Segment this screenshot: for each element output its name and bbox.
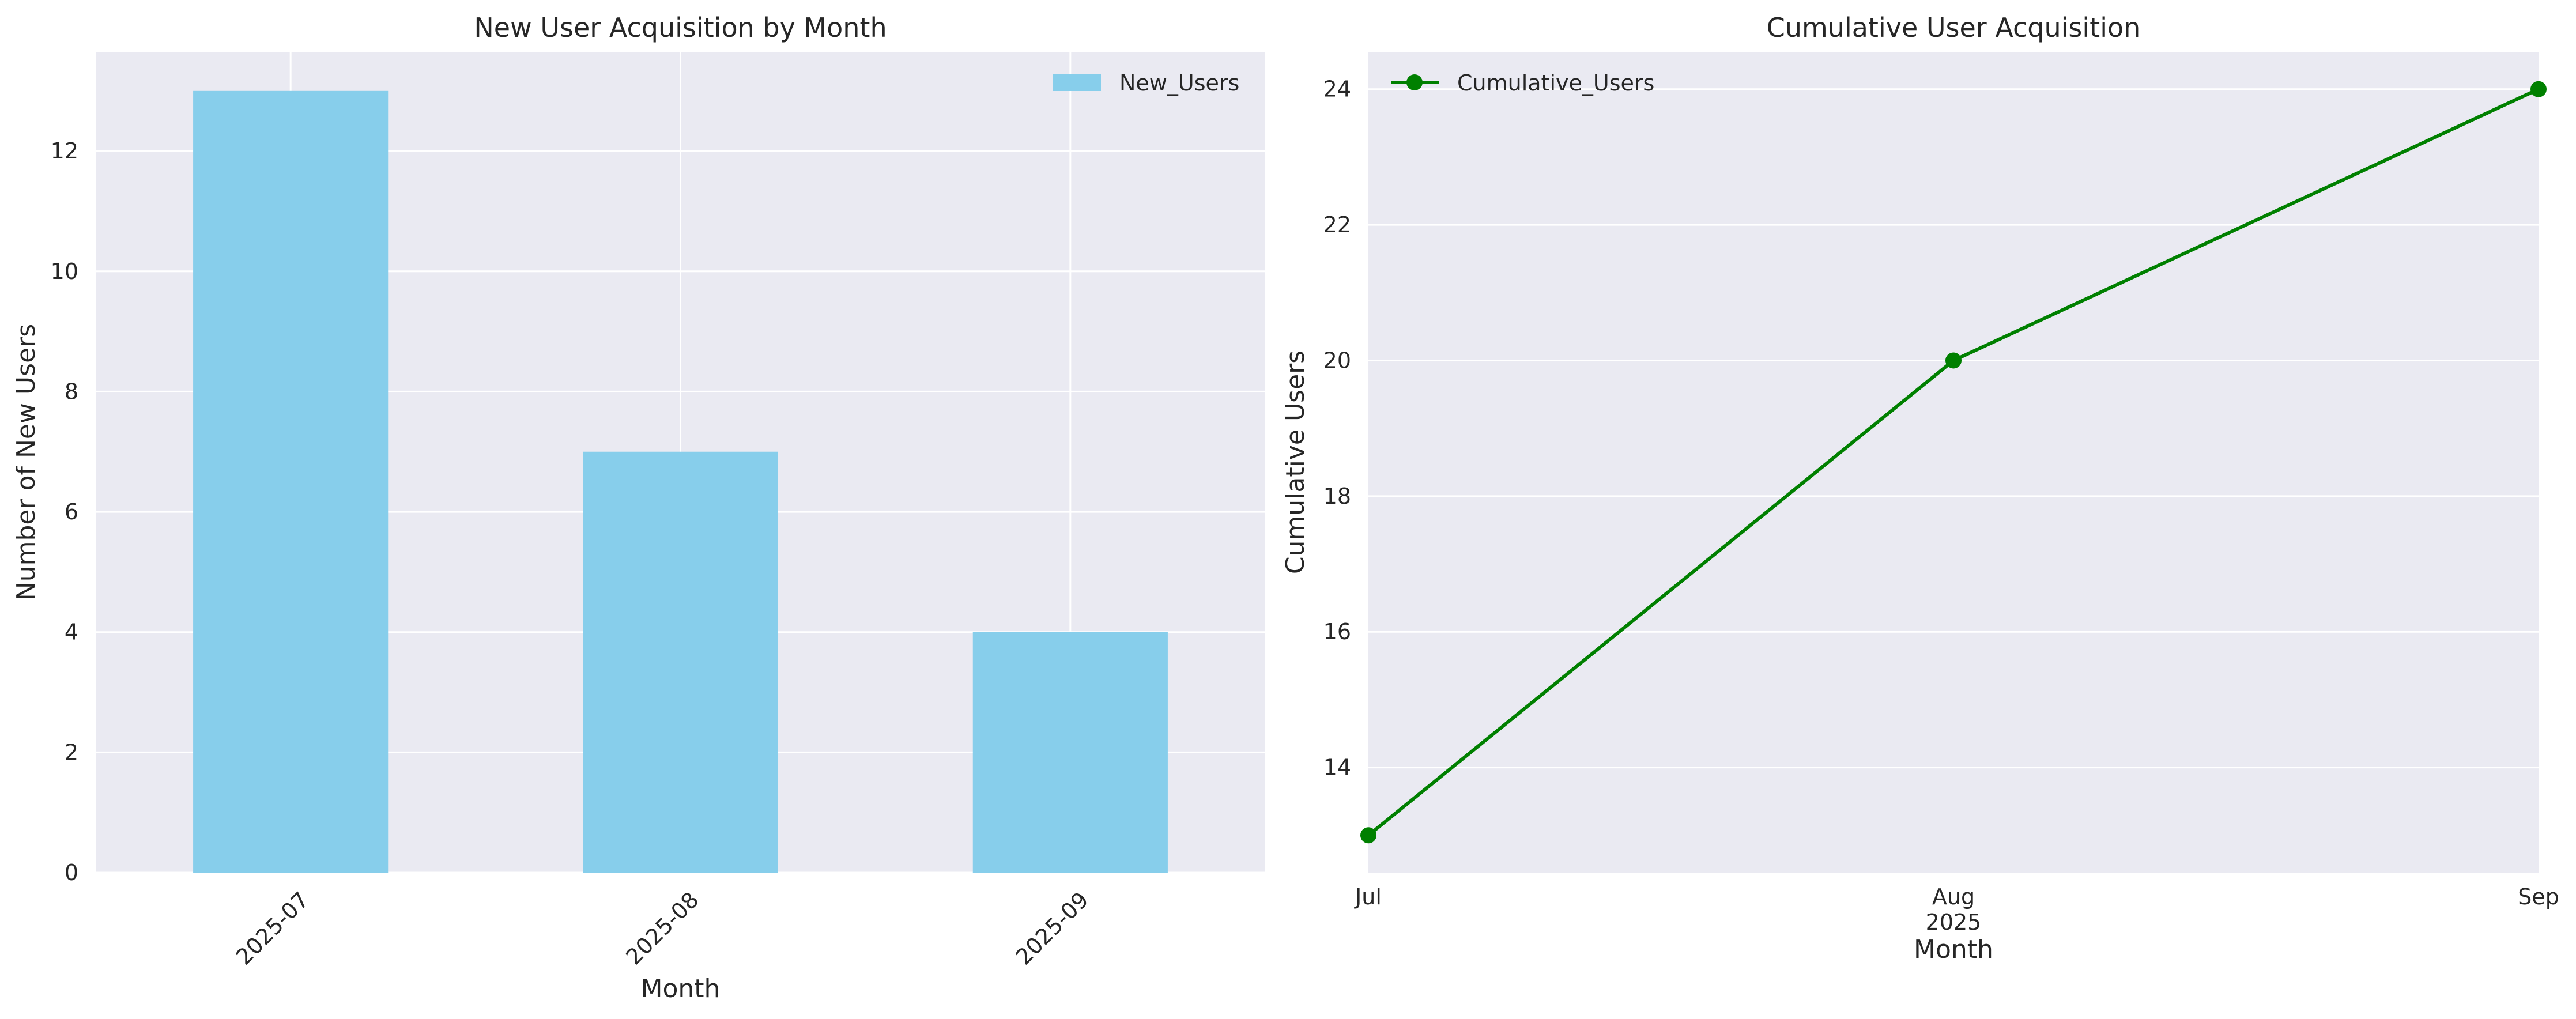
- bar: [583, 451, 778, 873]
- bar-chart-y-ticks: 0 2 4 6 8 10 12: [51, 138, 78, 885]
- line-chart-legend: Cumulative_Users: [1391, 70, 1654, 96]
- bar-chart-x-axis-label: Month: [641, 974, 721, 1003]
- y-tick-label: 24: [1323, 77, 1351, 102]
- y-tick-label: 20: [1323, 348, 1351, 373]
- bar-chart-y-axis-label: Number of New Users: [12, 324, 41, 601]
- y-tick-label: 10: [51, 259, 78, 284]
- line-chart-y-ticks: 14 16 18 20 22 24: [1323, 77, 1351, 780]
- legend-marker-cumulative-users: [1406, 74, 1423, 90]
- y-tick-label: 18: [1323, 484, 1351, 509]
- line-chart-plot-area: [1368, 52, 2539, 873]
- x-tick-label: Aug: [1932, 884, 1975, 909]
- line-chart-x-ticks: Jul Aug Sep: [1354, 884, 2559, 909]
- legend-label-cumulative-users: Cumulative_Users: [1457, 70, 1654, 96]
- bar-chart-bars: [193, 90, 1168, 873]
- line-chart-series: [1360, 81, 2547, 844]
- line-chart-x-axis-label: Month: [1914, 935, 1993, 964]
- data-point: [2530, 81, 2547, 97]
- line-chart-y-axis-label: Cumulative Users: [1281, 350, 1310, 574]
- bar-chart-title: New User Acquisition by Month: [474, 12, 887, 43]
- data-point: [1945, 352, 1962, 369]
- y-tick-label: 4: [65, 620, 78, 645]
- y-tick-label: 16: [1323, 619, 1351, 644]
- y-tick-label: 12: [51, 138, 78, 164]
- bar: [193, 90, 389, 873]
- y-tick-label: 8: [65, 379, 78, 404]
- y-tick-label: 0: [65, 860, 78, 885]
- y-tick-label: 14: [1323, 755, 1351, 780]
- line-chart-grid: [1368, 88, 2539, 769]
- bar: [972, 632, 1168, 873]
- line-chart: 14 16 18 20 22 24 Jul Aug Sep 2025 Cumulative U…: [1281, 12, 2559, 964]
- bar-chart-legend: New_Users: [1053, 70, 1239, 96]
- legend-swatch-new-users: [1053, 74, 1101, 91]
- data-point: [1360, 827, 1376, 844]
- legend-label-new-users: New_Users: [1119, 70, 1239, 96]
- y-tick-label: 2: [65, 739, 78, 765]
- line-chart-title: Cumulative User Acquisition: [1767, 12, 2141, 43]
- line-chart-x-year-label: 2025: [1926, 909, 1982, 935]
- y-tick-label: 22: [1323, 212, 1351, 237]
- x-tick-label: Sep: [2518, 884, 2559, 909]
- y-tick-label: 6: [65, 499, 78, 524]
- x-tick-label: Jul: [1354, 884, 1382, 909]
